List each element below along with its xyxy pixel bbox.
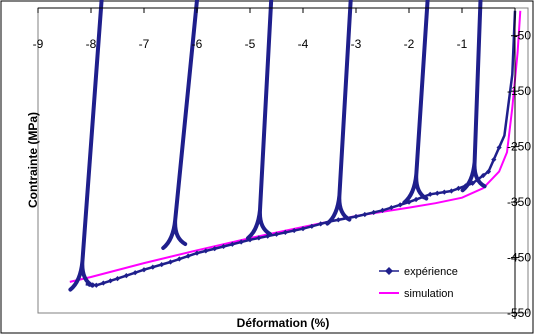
experience-marker [176,256,182,262]
x-axis-title: Déformation (%) [237,316,330,330]
experience-marker [291,227,297,234]
experience-marker [238,239,244,245]
experience-marker [309,223,315,229]
experience-marker [371,209,377,216]
experience-marker [353,213,359,220]
y-tick-label: -450 [507,251,531,265]
experience-marker [397,202,403,208]
series-simulation-line [69,10,522,283]
experience-marker [167,259,174,265]
experience-marker [413,196,419,203]
experience-marker [100,280,106,286]
experience-cycle-4 [246,0,274,240]
experience-marker [123,273,129,279]
y-tick-label: -50 [514,29,532,43]
x-tick-label: -7 [139,37,150,51]
experience-marker [229,241,235,247]
x-tick-label: -6 [192,37,203,51]
experience-cycle-5 [161,0,199,250]
experience-marker [455,185,462,192]
experience-cycle-2 [402,0,430,205]
experience-marker [132,270,138,276]
experience-marker [159,261,165,268]
experience-marker [212,246,218,252]
x-tick-label: -9 [33,37,44,51]
y-tick-label: -550 [507,306,531,320]
experience-marker [282,229,288,236]
experience-marker [203,248,209,254]
experience-marker [388,205,394,211]
experience-marker [470,180,476,186]
x-tick-label: -1 [457,37,468,51]
x-tick-label: -4 [298,37,309,51]
legend-marker-experience [385,267,393,275]
experience-marker [114,276,121,282]
experience-marker [185,253,191,259]
experience-marker [300,226,306,232]
experience-marker [427,191,433,197]
experience-marker [379,207,386,214]
experience-marker [480,172,486,179]
y-tick-label: -250 [507,140,531,154]
experience-marker [335,217,341,223]
experience-marker [434,190,440,196]
experience-marker [362,211,368,218]
experience-marker [265,233,271,239]
experience-cycle-6 [68,0,104,292]
axes: -9 -8 -7 -6 -5 -4 -3 -2 -1 -50 -150 -250 -350 -450 -55… [33,7,532,320]
experience-marker [491,156,497,163]
experience-marker [93,282,99,288]
curves [68,0,522,292]
experience-marker [485,168,492,175]
x-tick-label: -2 [404,37,415,51]
experience-marker [273,231,280,237]
experience-marker [150,264,156,270]
legend: expérience simulation [379,266,458,300]
y-tick-label: -350 [507,195,531,209]
experience-marker [141,267,147,273]
experience-marker [256,235,262,241]
experience-marker [107,278,114,284]
experience-marker [194,250,200,256]
experience-marker [496,144,502,151]
experience-marker [318,221,324,227]
experience-cycle-1 [460,0,487,193]
y-tick-label: -150 [507,84,531,98]
legend-label-simulation: simulation [404,288,454,300]
experience-marker [441,189,447,195]
legend-label-experience: expérience [404,266,458,278]
x-tick-label: -5 [245,37,256,51]
experience-marker [448,188,454,194]
x-tick-label: -8 [86,37,97,51]
experience-marker [220,243,227,250]
experience-cycle-3 [325,0,353,226]
x-tick-label: -3 [351,37,362,51]
y-axis-title: Contrainte (MPa) [26,112,40,208]
